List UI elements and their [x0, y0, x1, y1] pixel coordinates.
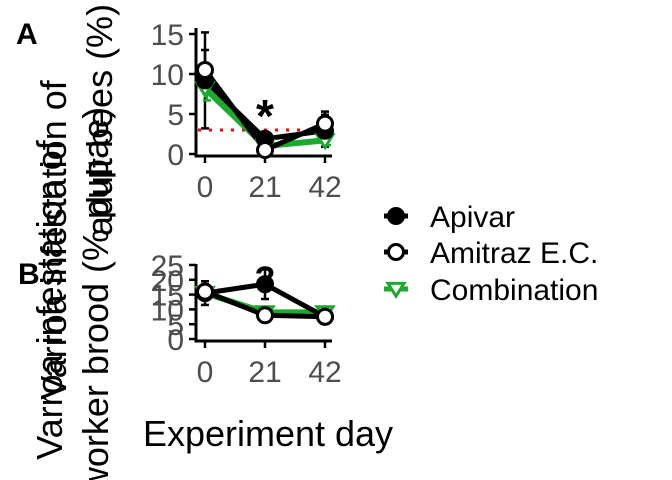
y-axis-label-top-line1: Varroa infestation of	[33, 79, 74, 400]
x-axis-label: Experiment day	[143, 413, 393, 454]
annotation: ?	[255, 260, 276, 298]
y-tick-label: 5	[167, 309, 184, 342]
panel-a: 0 5 10 15 0 21 42 * A	[16, 18, 342, 204]
y-tick-label: 5	[167, 99, 184, 132]
legend-marker-amitraz-e-c	[387, 243, 405, 261]
y-tick-label: 20	[151, 265, 184, 298]
panel-label: B	[18, 258, 40, 291]
legend-marker-combination	[385, 281, 407, 300]
x-tick-label: 42	[308, 356, 341, 389]
point-amitraz-e-c	[196, 61, 214, 79]
y-axis-label-top-line2: adult bees (%)	[79, 4, 120, 236]
y-tick-label: 0	[167, 139, 184, 172]
x-tick-label: 0	[197, 171, 214, 204]
x-tick-label: 0	[197, 356, 214, 389]
y-tick-label: 0	[167, 324, 184, 357]
point-amitraz-e-c	[196, 282, 214, 301]
y-axis-label-line2: worker brood (% pupae)	[75, 107, 116, 480]
y-tick-label: 10	[151, 294, 184, 327]
y-tick-label: 25	[151, 250, 184, 283]
y-tick-label: 15	[151, 19, 184, 52]
x-tick-label: 42	[308, 171, 341, 204]
point-apivar	[256, 275, 274, 294]
legend-label-apivar: Apivar	[430, 201, 515, 234]
x-tick-label: 21	[248, 356, 281, 389]
y-tick-label: 15	[151, 280, 184, 313]
point-amitraz-e-c	[256, 306, 274, 325]
y-axis-label-line1: Varroa infestation of	[29, 139, 70, 460]
x-tick-label: 21	[248, 171, 281, 204]
legend-label-amitraz-e-c: Amitraz E.C.	[430, 237, 598, 270]
point-amitraz-e-c	[316, 307, 334, 326]
y-tick-label: 10	[151, 59, 184, 92]
panel-label: A	[16, 18, 38, 51]
point-amitraz-e-c	[316, 114, 334, 133]
point-amitraz-e-c	[256, 141, 274, 159]
legend-label-combination: Combination	[430, 274, 598, 307]
legend-marker-apivar	[387, 207, 405, 225]
significance-annotation: *	[256, 90, 274, 142]
